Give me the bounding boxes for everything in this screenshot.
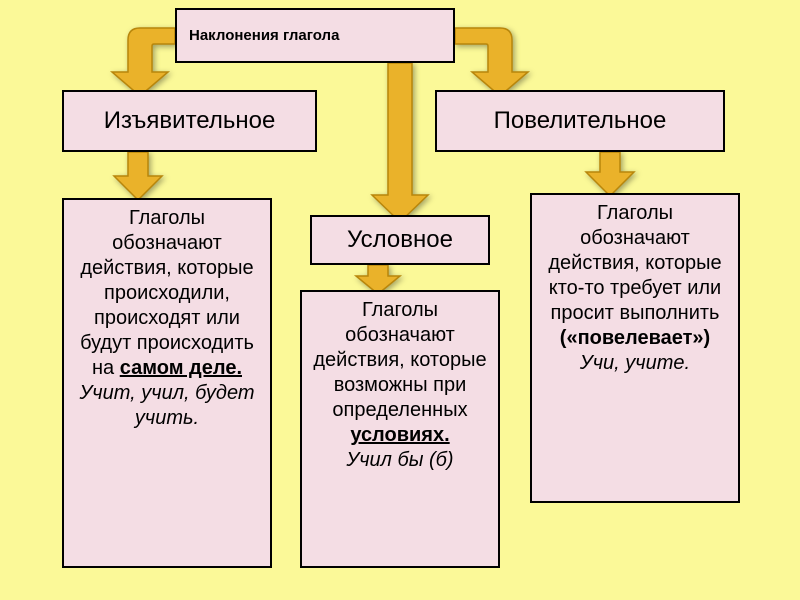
- desc-example: Учил бы (б): [346, 449, 453, 471]
- category-label: Изъявительное: [104, 107, 276, 135]
- desc-conditional: Глаголы обозначают действия, которые воз…: [300, 290, 500, 568]
- arrow-title-to-imperative: [455, 28, 528, 96]
- title-text: Наклонения глагола: [189, 27, 339, 44]
- category-conditional: Условное: [310, 215, 490, 265]
- arrow-indicative-to-desc: [114, 152, 162, 200]
- desc-example: Учит, учил, будет учить.: [79, 382, 254, 429]
- desc-indicative: Глаголы обозначают действия, которые про…: [62, 198, 272, 568]
- desc-lead: Глаголы обозначают действия, которые воз…: [313, 299, 486, 421]
- desc-bold: («повелевает»): [560, 327, 710, 349]
- desc-example: Учи, учите.: [580, 352, 690, 374]
- desc-imperative: Глаголы обозначают действия, которые кто…: [530, 193, 740, 503]
- desc-underlined: самом деле.: [120, 357, 242, 379]
- arrow-imperative-to-desc: [586, 152, 634, 196]
- desc-lead: Глаголы обозначают действия, которые кто…: [548, 202, 721, 324]
- arrow-title-to-indicative: [112, 28, 175, 96]
- arrow-title-to-conditional: [372, 63, 428, 222]
- desc-lead: Глаголы обозначают действия, которые про…: [80, 207, 254, 379]
- desc-underlined: условиях.: [350, 424, 449, 446]
- category-imperative: Повелительное: [435, 90, 725, 152]
- category-label: Условное: [347, 226, 453, 254]
- category-indicative: Изъявительное: [62, 90, 317, 152]
- category-label: Повелительное: [494, 107, 667, 135]
- title-box: Наклонения глагола: [175, 8, 455, 63]
